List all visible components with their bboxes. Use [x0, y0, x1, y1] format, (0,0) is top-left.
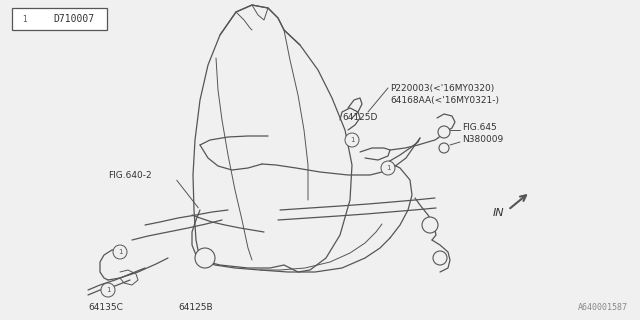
Circle shape: [345, 133, 359, 147]
Circle shape: [113, 245, 127, 259]
Text: FIG.645: FIG.645: [462, 124, 497, 132]
Circle shape: [381, 161, 395, 175]
Text: 64125B: 64125B: [178, 302, 212, 311]
Text: D710007: D710007: [53, 14, 95, 24]
Circle shape: [438, 126, 450, 138]
Circle shape: [439, 143, 449, 153]
Text: P220003(<'16MY0320): P220003(<'16MY0320): [390, 84, 494, 92]
Text: 1: 1: [386, 165, 390, 171]
Circle shape: [195, 248, 215, 268]
FancyBboxPatch shape: [12, 8, 107, 30]
Text: FIG.640-2: FIG.640-2: [108, 171, 152, 180]
Text: 1: 1: [349, 137, 355, 143]
Text: 64168AA(<'16MY0321-): 64168AA(<'16MY0321-): [390, 95, 499, 105]
Text: 1: 1: [106, 287, 110, 293]
Text: 64135C: 64135C: [88, 302, 123, 311]
Text: N380009: N380009: [462, 135, 503, 145]
Text: 1: 1: [118, 249, 122, 255]
Circle shape: [433, 251, 447, 265]
Circle shape: [101, 283, 115, 297]
Circle shape: [422, 217, 438, 233]
Text: 64125D: 64125D: [342, 114, 378, 123]
Text: A640001587: A640001587: [578, 303, 628, 312]
Text: IN: IN: [492, 208, 504, 218]
Circle shape: [17, 11, 33, 27]
Text: 1: 1: [22, 14, 28, 23]
